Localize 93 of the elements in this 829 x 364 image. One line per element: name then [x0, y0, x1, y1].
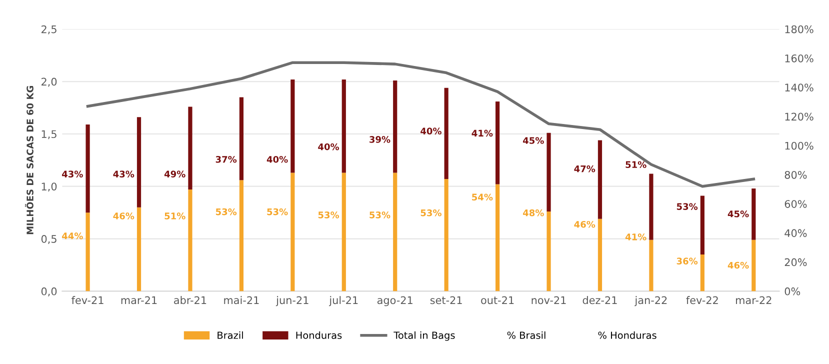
- annotation: 48%: [523, 209, 544, 216]
- annotation: 37%: [216, 156, 237, 163]
- y2-tick-label: 160%: [785, 54, 814, 62]
- y-tick-label: 0,5: [41, 235, 56, 244]
- bar: [136, 207, 142, 292]
- annotation: 36%: [676, 258, 698, 264]
- annotation: 53%: [216, 208, 237, 216]
- bar: [290, 79, 295, 173]
- annotation: 43%: [113, 170, 134, 178]
- bar: [290, 172, 295, 292]
- y-axis-title: MILHÕES DE SACAS DE 60 KG: [24, 86, 34, 234]
- annotation: 39%: [370, 136, 390, 143]
- annotation: 46%: [728, 262, 749, 269]
- bar: [136, 117, 142, 208]
- annotation: 40%: [266, 156, 288, 163]
- bar: [239, 97, 244, 180]
- x-tick-label: jun-21: [276, 296, 308, 306]
- annotation: 51%: [164, 212, 186, 220]
- annotation: 53%: [370, 212, 390, 218]
- x-tick-label: jan-22: [634, 296, 667, 306]
- legend-label: Total in Bags: [394, 331, 455, 341]
- text: % Brasil: [507, 331, 546, 339]
- annotation: 53%: [267, 208, 288, 216]
- x-tick-label: nov-21: [532, 296, 566, 304]
- bar: [752, 188, 756, 240]
- bar: [649, 240, 654, 292]
- y2-tick-label: 140%: [785, 84, 814, 92]
- x-tick-label: jul-21: [328, 296, 358, 306]
- annotation: 49%: [164, 170, 186, 178]
- annotation: 46%: [574, 220, 596, 228]
- y-tick-label: 2,5: [42, 25, 56, 34]
- y2-tick-label: 60%: [784, 200, 807, 208]
- y-tick-label: 2,0: [42, 78, 57, 87]
- bar: [496, 184, 500, 292]
- bar: [444, 88, 448, 180]
- y2-tick-label: 80%: [784, 170, 807, 179]
- y-tick-label: 1,5: [42, 130, 56, 140]
- y2-tick-label: 120%: [785, 112, 814, 121]
- line-series: [86, 61, 756, 188]
- y2-tick-label: 40%: [784, 229, 807, 238]
- annotation: 53%: [318, 212, 340, 218]
- y-tick-label: 0,0: [41, 287, 57, 296]
- y2-tick-label: 0%: [784, 287, 800, 296]
- y2-tick-label: 20%: [784, 258, 807, 266]
- bar: [752, 240, 756, 292]
- y2-tick-label: 180%: [785, 25, 814, 34]
- bar: [86, 212, 90, 292]
- x-tick-label: abr-21: [174, 296, 206, 304]
- x-tick-label: mar-21: [121, 296, 157, 304]
- x-tick-label: fev-22: [686, 296, 718, 304]
- annotation: 40%: [318, 143, 340, 150]
- bar: [546, 132, 551, 212]
- x-tick-label: set-21: [430, 296, 462, 304]
- x-tick-label: dez-21: [582, 296, 617, 304]
- bar: [649, 174, 654, 240]
- bar: [546, 212, 551, 292]
- annotation: 45%: [728, 210, 749, 218]
- bar: [86, 124, 90, 213]
- bar: [393, 80, 398, 173]
- bar: [444, 179, 448, 292]
- annotation: 53%: [676, 203, 698, 210]
- annotation: 47%: [574, 165, 596, 172]
- x-tick-label: ago-21: [377, 296, 412, 306]
- annotation: 41%: [625, 234, 646, 240]
- y-tick-label: 1,0: [42, 182, 57, 192]
- x-tick-label: mar-22: [736, 296, 772, 304]
- annotation: 40%: [420, 128, 442, 134]
- annotation: 44%: [62, 232, 83, 240]
- bar: [700, 196, 704, 255]
- legend-label: Honduras: [296, 331, 342, 339]
- annotation: 53%: [420, 209, 442, 216]
- annotation: 51%: [626, 161, 646, 168]
- x-tick-label: mai-21: [224, 296, 259, 304]
- annotation: 46%: [113, 212, 134, 220]
- bar: [239, 180, 244, 292]
- bar: [598, 140, 602, 219]
- annotation: 41%: [472, 130, 493, 137]
- bar: [342, 79, 346, 173]
- bar: [393, 172, 398, 292]
- bar: [188, 190, 192, 292]
- bar: [342, 172, 346, 292]
- bar: [700, 254, 704, 292]
- bar: [188, 106, 192, 190]
- annotation: 43%: [62, 170, 83, 178]
- annotation: 54%: [472, 194, 493, 201]
- x-tick-label: fev-21: [72, 296, 104, 304]
- y2-tick-label: 100%: [785, 142, 814, 150]
- bar: [598, 218, 602, 292]
- annotation: 45%: [523, 137, 544, 144]
- x-tick-label: out-21: [481, 296, 514, 304]
- legend-label: Brazil: [218, 331, 243, 339]
- bar: [496, 101, 500, 184]
- text: % Honduras: [598, 331, 656, 339]
